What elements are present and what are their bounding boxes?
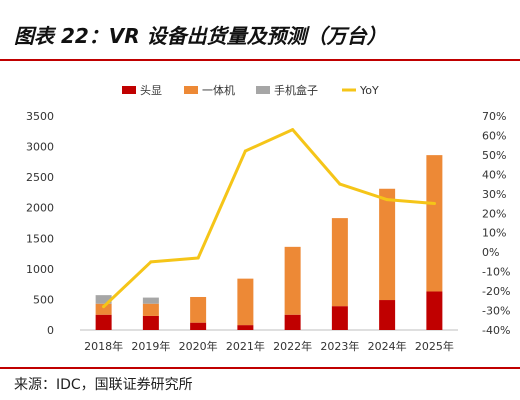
bar-一体机 — [331, 218, 348, 307]
x-tick-label: 2020年 — [179, 339, 218, 353]
y-tick-label: 2500 — [26, 171, 54, 184]
bar-头显 — [331, 306, 348, 330]
yoy-line-series — [102, 128, 436, 309]
yoy-point — [432, 202, 436, 206]
y2-tick-label: 30% — [482, 188, 506, 201]
yoy-line — [102, 128, 436, 309]
title-rule — [0, 59, 520, 61]
y2-tick-label: -30% — [482, 305, 510, 318]
bar-一体机 — [95, 303, 112, 315]
y2-tick-label: 0% — [482, 246, 499, 259]
chart-axes: 0 500 1000 1500 2000 2500 3000 3500 -40% -30% -20%… — [26, 110, 510, 353]
legend-label: YoY — [359, 84, 379, 97]
y-tick-label: 2000 — [26, 202, 54, 215]
x-tick-label: 2024年 — [368, 339, 407, 353]
bar-头显 — [237, 325, 254, 330]
shipments-chart: 头显 一体机 手机盒子 YoY 0 500 1000 1500 2000 2500 3000 350… — [26, 83, 510, 353]
yoy-point — [338, 182, 342, 186]
y-tick-label: 1500 — [26, 232, 54, 245]
bar-头显 — [379, 300, 396, 330]
y2-tick-label: 20% — [482, 207, 506, 220]
y-tick-label: 1000 — [26, 263, 54, 276]
bar-一体机 — [190, 296, 207, 323]
y-tick-label: 3000 — [26, 141, 54, 154]
y2-tick-label: -40% — [482, 324, 510, 337]
x-tick-label: 2022年 — [273, 339, 312, 353]
chart-legend: 头显 一体机 手机盒子 YoY — [122, 83, 379, 97]
source-rule — [0, 367, 520, 369]
y2-tick-label: 40% — [482, 168, 506, 181]
chart-title: 图表 22：VR 设备出货量及预测（万台） — [14, 24, 387, 48]
bar-头显 — [190, 322, 207, 330]
yoy-point — [243, 149, 247, 153]
bar-头显 — [284, 314, 301, 330]
legend-swatch-手机盒子 — [256, 86, 270, 94]
yoy-point — [149, 260, 153, 264]
legend-label: 一体机 — [202, 83, 235, 97]
bar-一体机 — [426, 155, 443, 292]
y2-tick-label: 70% — [482, 110, 506, 123]
x-tick-label: 2025年 — [415, 339, 454, 353]
legend-swatch-一体机 — [184, 86, 198, 94]
legend-label: 手机盒子 — [274, 83, 318, 97]
y-tick-label: 3500 — [26, 110, 54, 123]
x-tick-label: 2023年 — [320, 339, 359, 353]
x-tick-label: 2018年 — [84, 339, 123, 353]
bar-头显 — [142, 315, 159, 330]
y2-tick-label: 50% — [482, 149, 506, 162]
legend-swatch-头显 — [122, 86, 136, 94]
bar-一体机 — [379, 188, 396, 301]
bar-series — [95, 155, 443, 330]
bar-头显 — [426, 291, 443, 330]
legend-label: 头显 — [140, 84, 162, 97]
bar-一体机 — [284, 246, 301, 315]
bar-手机盒子 — [95, 295, 112, 304]
yoy-point — [102, 305, 106, 309]
y2-tick-label: -20% — [482, 285, 510, 298]
y2-tick-label: 60% — [482, 129, 506, 142]
bar-头显 — [95, 314, 112, 330]
y2-tick-label: -10% — [482, 266, 510, 279]
yoy-point — [291, 128, 295, 132]
x-tick-label: 2019年 — [131, 339, 170, 353]
bar-一体机 — [237, 278, 254, 326]
y-tick-label: 500 — [33, 293, 54, 306]
x-tick-label: 2021年 — [226, 339, 265, 353]
bar-手机盒子 — [142, 297, 159, 304]
yoy-point — [196, 256, 200, 260]
y2-tick-label: 10% — [482, 227, 506, 240]
bar-一体机 — [142, 303, 159, 316]
source-note: 来源：IDC，国联证券研究所 — [14, 377, 193, 393]
y-tick-label: 0 — [47, 324, 54, 337]
yoy-point — [385, 198, 389, 202]
